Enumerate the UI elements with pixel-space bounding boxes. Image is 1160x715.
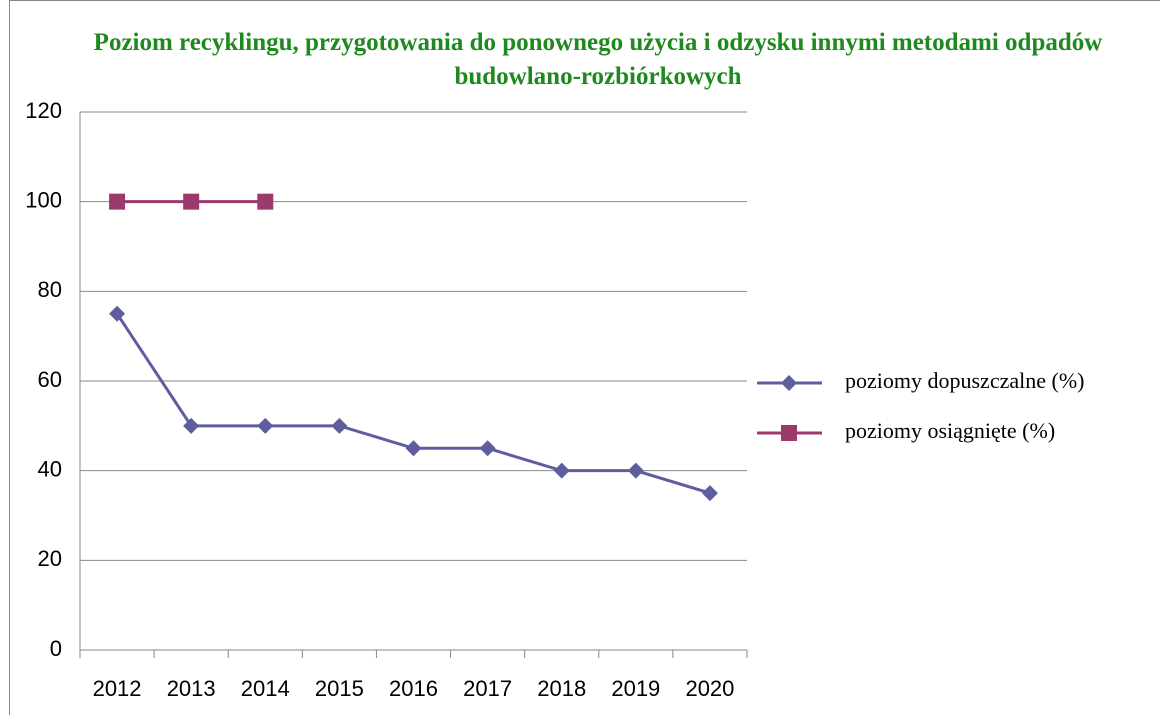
data-point <box>183 417 200 434</box>
legend-label: poziomy dopuszczalne (%) <box>845 368 1084 393</box>
y-tick-label: 80 <box>38 277 62 302</box>
data-point <box>479 440 496 457</box>
y-tick-label: 100 <box>25 187 62 212</box>
x-tick-label: 2015 <box>315 676 364 701</box>
legend-marker <box>781 375 797 391</box>
x-tick-label: 2012 <box>93 676 142 701</box>
y-tick-label: 40 <box>38 456 62 481</box>
x-tick-label: 2017 <box>463 676 512 701</box>
data-point <box>257 193 274 210</box>
data-point <box>109 305 126 322</box>
x-tick-label: 2016 <box>389 676 438 701</box>
y-tick-label: 20 <box>38 546 62 571</box>
legend-label: poziomy osiągnięte (%) <box>845 418 1055 443</box>
data-point <box>701 485 718 502</box>
x-tick-label: 2019 <box>611 676 660 701</box>
data-point <box>183 193 200 210</box>
x-tick-label: 2018 <box>537 676 586 701</box>
data-point <box>257 417 274 434</box>
data-point <box>405 440 422 457</box>
x-tick-label: 2014 <box>241 676 290 701</box>
x-tick-label: 2020 <box>685 676 734 701</box>
data-point <box>331 417 348 434</box>
y-tick-label: 60 <box>38 367 62 392</box>
data-point <box>627 462 644 479</box>
x-tick-label: 2013 <box>167 676 216 701</box>
data-point <box>109 193 126 210</box>
data-point <box>553 462 570 479</box>
y-tick-label: 120 <box>25 98 62 123</box>
legend-marker <box>781 425 797 441</box>
y-tick-label: 0 <box>50 636 62 661</box>
chart-title: Poziom recyklingu, przygotowania do pono… <box>93 29 1103 90</box>
series-line <box>115 312 711 495</box>
